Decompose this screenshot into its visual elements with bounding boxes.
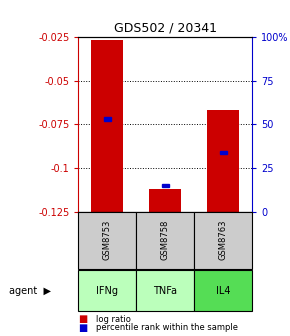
Bar (194, 212, 252, 269)
Text: GSM8763: GSM8763 (219, 220, 228, 260)
Text: GSM8758: GSM8758 (161, 220, 170, 260)
Text: agent  ▶: agent ▶ (9, 286, 51, 296)
Bar (136, 270, 194, 311)
Text: IL4: IL4 (216, 286, 231, 296)
Text: GSM8753: GSM8753 (103, 220, 112, 260)
Bar (207, 110, 239, 212)
Title: GDS502 / 20341: GDS502 / 20341 (114, 22, 217, 34)
Bar (104, 117, 111, 121)
Bar (220, 151, 227, 154)
Bar (78, 212, 136, 269)
Bar (149, 189, 181, 212)
Text: IFNg: IFNg (96, 286, 118, 296)
Text: ■: ■ (78, 314, 88, 324)
Text: ■: ■ (78, 323, 88, 333)
Bar (91, 40, 123, 212)
Text: percentile rank within the sample: percentile rank within the sample (96, 323, 238, 332)
Bar (162, 184, 169, 187)
Bar (78, 270, 136, 311)
Text: TNFa: TNFa (153, 286, 177, 296)
Text: log ratio: log ratio (96, 315, 130, 324)
Bar (136, 212, 194, 269)
Bar (194, 270, 252, 311)
